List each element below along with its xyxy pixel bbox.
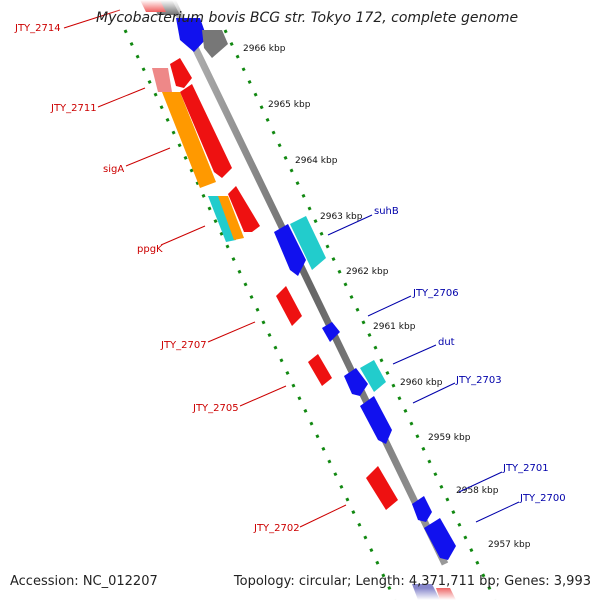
gene-label[interactable]: dut <box>438 337 455 348</box>
gene-red-small <box>170 58 192 88</box>
gene-label[interactable]: sigA <box>103 164 124 175</box>
gene-label[interactable]: JTY_2701 <box>502 463 549 474</box>
gene-red-small-pink <box>152 68 172 92</box>
leader-line <box>207 321 256 343</box>
kbp-tick: 2966 kbp <box>243 44 286 54</box>
gene-blue-suhB <box>274 224 306 276</box>
gene-label[interactable]: JTY_2705 <box>192 403 239 414</box>
leader-line <box>160 225 206 246</box>
gene-blue-top <box>176 18 207 52</box>
kbp-tick: 2960 kbp <box>400 378 443 388</box>
bottom-fade <box>380 588 520 600</box>
leader-line <box>97 87 146 108</box>
kbp-tick: 2965 kbp <box>268 100 311 110</box>
gene-orange-ppgK <box>218 196 244 240</box>
gene-label[interactable]: ppgK <box>137 244 163 255</box>
gene-features <box>140 0 456 600</box>
gene-blue-2701 <box>412 496 432 522</box>
leader-line <box>327 214 373 236</box>
gene-label[interactable]: JTY_2711 <box>50 103 97 114</box>
gene-blue-2706 <box>322 322 340 342</box>
left-gene-labels: JTY_2714 JTY_2711 sigA ppgK JTY_2707 JTY… <box>14 9 347 534</box>
gene-blue-dut <box>344 368 368 396</box>
kbp-tick: 2957 kbp <box>488 540 531 550</box>
gene-label[interactable]: suhB <box>374 206 399 217</box>
kbp-tick: 2959 kbp <box>428 433 471 443</box>
gene-red-long-1 <box>180 84 232 178</box>
right-gene-labels: suhB JTY_2706 dut JTY_2703 JTY_2701 JTY_… <box>327 206 566 523</box>
gene-red-2705 <box>308 354 332 386</box>
gene-cyan-dut <box>360 360 386 392</box>
leader-line <box>299 504 347 528</box>
leader-line <box>412 382 456 404</box>
gene-blue-2700 <box>424 518 456 560</box>
inner-dotted-track <box>223 29 497 600</box>
topology-text: Topology: circular; Length: 4,371,711 bp… <box>233 574 591 589</box>
leader-line <box>475 501 520 523</box>
map-title: Mycobacterium bovis BCG str. Tokyo 172, … <box>96 10 519 26</box>
leader-line <box>367 295 412 317</box>
leader-line <box>239 385 287 407</box>
gene-label[interactable]: JTY_2702 <box>253 523 300 534</box>
kbp-tick: 2962 kbp <box>346 267 389 277</box>
accession-text: Accession: NC_012207 <box>10 574 158 589</box>
gene-label[interactable]: JTY_2706 <box>412 288 459 299</box>
leader-line <box>125 147 171 167</box>
leader-line <box>458 471 503 493</box>
kbp-tick: 2958 kbp <box>456 486 499 496</box>
gene-label[interactable]: JTY_2700 <box>519 493 566 504</box>
gene-orange-sigA <box>162 92 216 188</box>
gene-cyan-ppgK <box>208 196 236 242</box>
gene-label[interactable]: JTY_2703 <box>455 375 502 386</box>
top-fade <box>100 0 300 14</box>
outer-dotted-track <box>123 29 397 600</box>
leader-line <box>392 344 437 365</box>
gene-blue-2703 <box>360 396 392 444</box>
gene-label[interactable]: JTY_2714 <box>14 23 61 34</box>
kbp-tick: 2961 kbp <box>373 322 416 332</box>
gene-label[interactable]: JTY_2707 <box>160 340 207 351</box>
gene-red-ppgK <box>228 186 260 232</box>
gene-cyan-suhB <box>290 216 326 270</box>
kbp-ticks: 2966 kbp 2965 kbp 2964 kbp 2963 kbp 2962… <box>243 44 531 550</box>
gene-red-2707 <box>276 286 302 326</box>
kbp-tick: 2963 kbp <box>320 212 363 222</box>
kbp-tick: 2964 kbp <box>295 156 338 166</box>
gene-grey-2 <box>202 30 228 58</box>
gene-red-2702 <box>366 466 398 510</box>
backbone-line <box>168 0 449 566</box>
